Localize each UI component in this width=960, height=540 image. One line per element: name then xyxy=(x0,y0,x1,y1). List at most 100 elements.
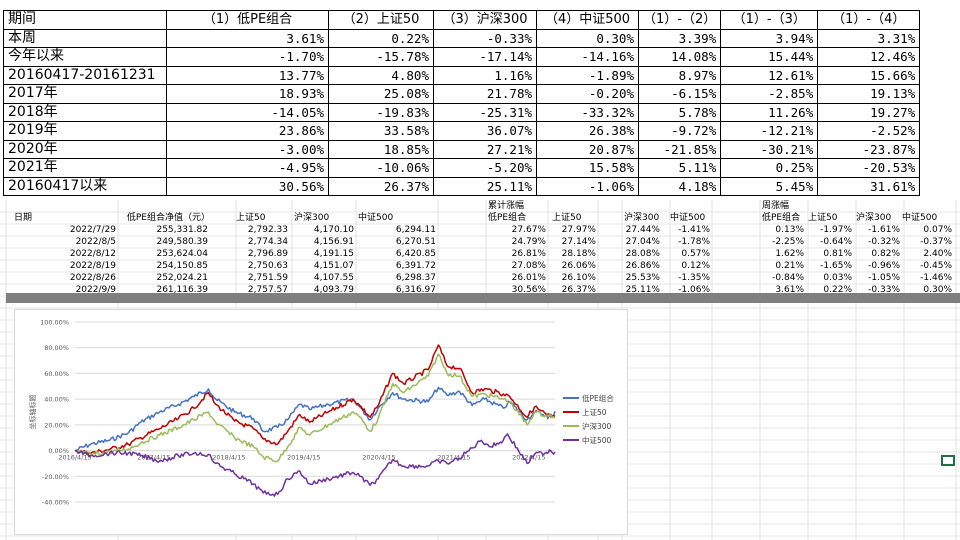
cum-header-cell: 沪深300 xyxy=(624,213,660,223)
cum-value-cell: 27.08% xyxy=(511,261,546,271)
nav-header-cell: 日期 xyxy=(14,213,33,223)
cum-value-cell: -1.41% xyxy=(678,225,710,235)
cum-value-cell: -1.06% xyxy=(678,285,710,295)
cum-value-cell: 0.12% xyxy=(681,261,710,271)
week-value-cell: 0.03% xyxy=(823,273,852,283)
summary-value-cell: 13.77% xyxy=(166,65,329,85)
summary-value-cell: 3.39% xyxy=(637,28,722,48)
week-value-cell: 0.22% xyxy=(823,285,852,295)
week-value-cell: -2.25% xyxy=(772,237,804,247)
cum-value-cell: 27.44% xyxy=(625,225,660,235)
summary-value-cell: -30.21% xyxy=(720,139,819,159)
summary-period-cell: 2019年 xyxy=(3,121,167,141)
nav-value-cell: 4,170.10 xyxy=(313,225,354,235)
x-tick-label: 2022/4/15 xyxy=(512,454,545,462)
summary-row: 本周 3.61% 0.22% -0.33% 0.30% 3.39% 3.94% 3.31% xyxy=(3,28,921,48)
cum-value-cell: 28.08% xyxy=(625,249,660,259)
nav-header-cell: 上证50 xyxy=(236,213,266,223)
summary-row: 20160417以来 30.56% 26.37% 25.11% -1.06% 4.18% 5… xyxy=(3,176,921,196)
summary-header-cell: （1）-（2） xyxy=(637,10,722,30)
week-value-cell: 0.07% xyxy=(923,225,952,235)
summary-header-row: 期间 （1）低PE组合 （2）上证50 （3）沪深300 （4）中证500 （1）-（2）… xyxy=(3,10,921,30)
summary-value-cell: 18.93% xyxy=(166,84,329,104)
summary-header-cell: （4）中证500 xyxy=(536,10,639,30)
nav-header-cell: 中证500 xyxy=(358,213,394,223)
summary-value-cell: -0.33% xyxy=(433,28,537,48)
summary-header-cell: （2）上证50 xyxy=(328,10,434,30)
summary-value-cell: 11.26% xyxy=(720,102,819,122)
nav-value-cell: 253,624.04 xyxy=(156,249,208,259)
summary-period-cell: 2021年 xyxy=(3,158,167,178)
week-value-cell: -0.84% xyxy=(772,273,804,283)
nav-value-cell: 2,750.63 xyxy=(247,261,288,271)
date-cell: 2022/8/26 xyxy=(69,273,116,283)
date-cell: 2022/9/9 xyxy=(75,285,116,295)
summary-value-cell: 30.56% xyxy=(166,176,329,196)
summary-value-cell: 5.11% xyxy=(637,158,722,178)
summary-row: 今年以来 -1.70% -15.78% -17.14% -14.16% 14.08% 15.… xyxy=(3,47,921,67)
summary-value-cell: -14.16% xyxy=(536,47,639,67)
nav-value-cell: 6,391.72 xyxy=(395,261,436,271)
summary-value-cell: -10.06% xyxy=(328,158,434,178)
summary-value-cell: 1.16% xyxy=(433,65,537,85)
x-tick-label: 2019/4/15 xyxy=(287,454,320,462)
nav-value-cell: 2,796.89 xyxy=(247,249,288,259)
week-value-cell: 0.21% xyxy=(775,261,804,271)
y-tick-label: 20.00% xyxy=(44,421,69,429)
summary-value-cell: -3.00% xyxy=(166,139,329,159)
week-value-cell: 0.13% xyxy=(775,225,804,235)
cum-value-cell: 26.81% xyxy=(511,249,546,259)
week-value-cell: -0.64% xyxy=(820,237,852,247)
series-line-2 xyxy=(74,353,556,463)
week-header-cell: 上证50 xyxy=(808,213,838,223)
summary-value-cell: 12.61% xyxy=(720,65,819,85)
cum-value-cell: 27.04% xyxy=(625,237,660,247)
nav-value-cell: 261,116.39 xyxy=(156,285,208,295)
summary-value-cell: 19.27% xyxy=(817,102,921,122)
week-value-cell: 0.82% xyxy=(871,249,900,259)
summary-value-cell: 20.87% xyxy=(536,139,639,159)
summary-value-cell: 3.31% xyxy=(817,28,921,48)
summary-row: 2017年 18.93% 25.08% 21.78% -0.20% -6.15% -2.85… xyxy=(3,84,921,104)
date-cell: 2022/8/19 xyxy=(69,261,116,271)
date-cell: 2022/7/29 xyxy=(69,225,116,235)
week-value-cell: -1.61% xyxy=(868,225,900,235)
cum-value-cell: -1.78% xyxy=(678,237,710,247)
cum-value-cell: 28.18% xyxy=(561,249,596,259)
cum-value-cell: 24.79% xyxy=(511,237,546,247)
summary-value-cell: -6.15% xyxy=(637,84,722,104)
summary-period-cell: 20160417以来 xyxy=(3,176,167,196)
summary-value-cell: -2.52% xyxy=(817,121,921,141)
summary-row: 2021年 -4.95% -10.06% -5.20% 15.58% 5.11% 0.25%… xyxy=(3,158,921,178)
legend-label: 上证50 xyxy=(582,408,607,417)
summary-period-cell: 本周 xyxy=(3,28,167,48)
summary-value-cell: -9.72% xyxy=(637,121,722,141)
cum-header-cell: 低PE组合 xyxy=(488,213,527,223)
cum-header-cell: 上证50 xyxy=(552,213,582,223)
summary-value-cell: -1.70% xyxy=(166,47,329,67)
x-tick-label: 2017/4/15 xyxy=(137,454,170,462)
performance-line-chart[interactable]: 100.00% 80.00% 60.00% 40.00% 20.00% 0.00% -20.… xyxy=(14,309,628,535)
nav-value-cell: 6,420.85 xyxy=(395,249,436,259)
nav-value-cell: 255,331.82 xyxy=(156,225,208,235)
legend-label: 中证500 xyxy=(582,435,612,445)
summary-value-cell: 14.08% xyxy=(637,47,722,67)
summary-value-cell: 27.21% xyxy=(433,139,537,159)
summary-value-cell: 3.61% xyxy=(166,28,329,48)
summary-value-cell: -4.95% xyxy=(166,158,329,178)
summary-value-cell: 31.61% xyxy=(817,176,921,196)
summary-value-cell: 12.46% xyxy=(817,47,921,67)
summary-value-cell: 5.45% xyxy=(720,176,819,196)
summary-value-cell: 23.86% xyxy=(166,121,329,141)
summary-period-cell: 期间 xyxy=(3,10,167,30)
summary-value-cell: 26.38% xyxy=(536,121,639,141)
summary-header-cell: （1）-（3） xyxy=(720,10,819,30)
cum-value-cell: 26.10% xyxy=(561,273,596,283)
summary-value-cell: 15.44% xyxy=(720,47,819,67)
cum-value-cell: 30.56% xyxy=(511,285,546,295)
y-tick-label: 0.00% xyxy=(48,447,69,455)
selected-cell-cursor[interactable] xyxy=(941,455,955,466)
summary-row: 20160417-20161231 13.77% 4.80% 1.16% -1.89% 8… xyxy=(3,65,921,85)
summary-table: 期间 （1）低PE组合 （2）上证50 （3）沪深300 （4）中证500 （1）-（2）… xyxy=(3,10,921,196)
summary-value-cell: 26.37% xyxy=(328,176,434,196)
